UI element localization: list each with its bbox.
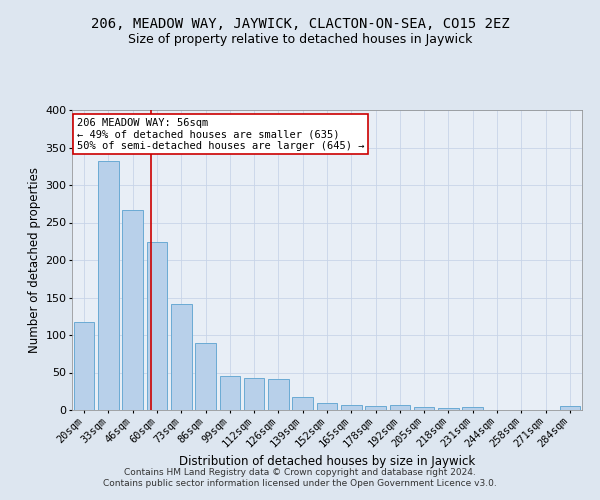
Bar	[414, 407, 434, 410]
Bar	[244, 378, 265, 410]
Bar	[220, 376, 240, 410]
Bar	[195, 342, 216, 410]
Bar	[122, 210, 143, 410]
Bar	[341, 405, 362, 410]
Bar	[317, 402, 337, 410]
Text: 206 MEADOW WAY: 56sqm
← 49% of detached houses are smaller (635)
50% of semi-det: 206 MEADOW WAY: 56sqm ← 49% of detached …	[77, 118, 365, 150]
Bar	[171, 304, 191, 410]
Bar	[365, 406, 386, 410]
Bar	[74, 322, 94, 410]
Bar	[438, 408, 459, 410]
Bar	[292, 396, 313, 410]
Bar	[146, 242, 167, 410]
Bar	[268, 378, 289, 410]
Text: Size of property relative to detached houses in Jaywick: Size of property relative to detached ho…	[128, 32, 472, 46]
Bar	[560, 406, 580, 410]
Text: Contains HM Land Registry data © Crown copyright and database right 2024.
Contai: Contains HM Land Registry data © Crown c…	[103, 468, 497, 487]
Bar	[98, 161, 119, 410]
Bar	[389, 405, 410, 410]
X-axis label: Distribution of detached houses by size in Jaywick: Distribution of detached houses by size …	[179, 454, 475, 468]
Y-axis label: Number of detached properties: Number of detached properties	[28, 167, 41, 353]
Bar	[463, 407, 483, 410]
Text: 206, MEADOW WAY, JAYWICK, CLACTON-ON-SEA, CO15 2EZ: 206, MEADOW WAY, JAYWICK, CLACTON-ON-SEA…	[91, 18, 509, 32]
